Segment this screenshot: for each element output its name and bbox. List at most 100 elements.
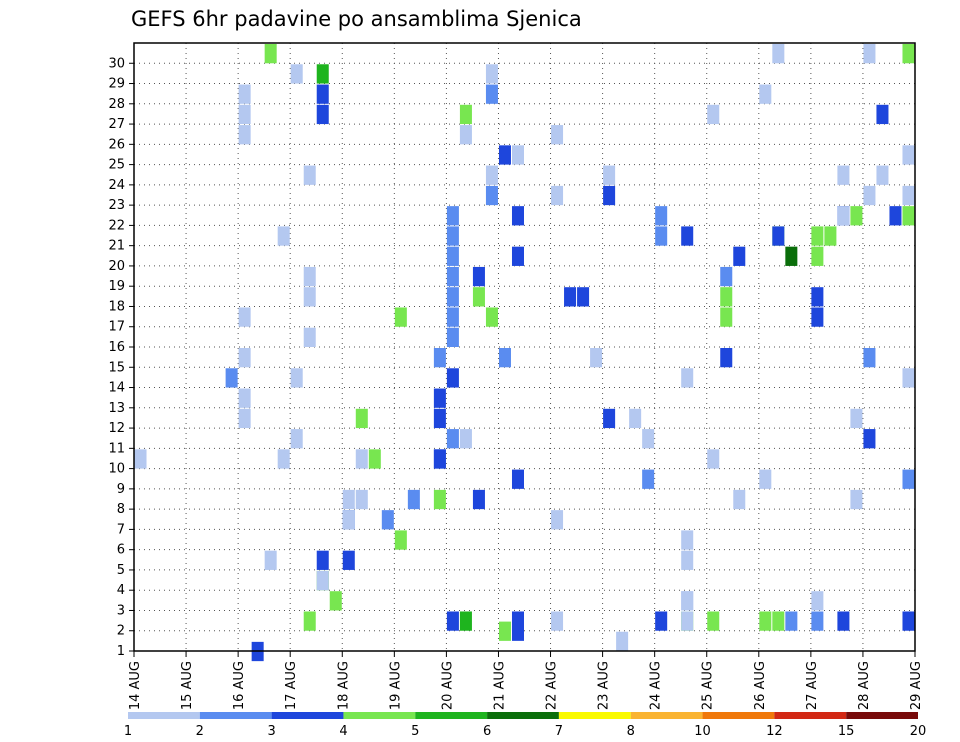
heatmap-cell (238, 125, 251, 145)
heatmap-cell (316, 64, 329, 84)
legend-label: 2 (196, 724, 204, 739)
heatmap-cell (850, 206, 863, 226)
legend-label: 6 (483, 724, 491, 739)
y-tick-label: 10 (108, 462, 125, 477)
y-tick-label: 17 (108, 320, 125, 335)
heatmap-cell (720, 307, 733, 327)
heatmap-cell (511, 611, 524, 631)
heatmap-cell (720, 266, 733, 287)
y-tick-label: 18 (108, 299, 125, 314)
heatmap-cell (720, 348, 733, 368)
legend-label: 10 (694, 724, 711, 739)
heatmap-cell (277, 449, 290, 469)
heatmap-cell (498, 145, 511, 165)
heatmap-cell (603, 408, 616, 429)
heatmap-cell (902, 44, 915, 64)
legend-swatch (558, 712, 631, 719)
x-tick-label: 28 AUG (857, 661, 872, 710)
heatmap-cell (837, 165, 850, 185)
grid (134, 43, 915, 651)
heatmap-cell (342, 550, 355, 570)
heatmap-cell (837, 611, 850, 631)
heatmap-cell (551, 125, 564, 145)
heatmap-cell (290, 64, 303, 84)
y-tick-label: 20 (108, 259, 125, 274)
y-tick-label: 26 (108, 137, 125, 152)
legend-swatch (846, 712, 918, 719)
heatmap-cell (772, 226, 785, 246)
heatmap-cell (355, 408, 368, 429)
heatmap-cell (303, 165, 316, 185)
y-axis: 1234567891011121314151617181920212223242… (108, 56, 134, 659)
heatmap-cell (811, 287, 824, 307)
heatmap-cell (446, 611, 459, 631)
heatmap-cell (629, 408, 642, 429)
heatmap-cell (459, 125, 472, 145)
legend-swatch (487, 712, 559, 719)
heatmap-cell (681, 530, 694, 550)
heatmap-cell (551, 185, 564, 206)
y-tick-label: 15 (108, 360, 125, 375)
heatmap-cell (876, 104, 889, 125)
heatmap-cell (290, 368, 303, 388)
legend-swatch (415, 712, 488, 719)
heatmap-cell (707, 104, 720, 125)
heatmap-cell (577, 287, 590, 307)
heatmap-cell (472, 266, 485, 287)
heatmap-cell (433, 449, 446, 469)
heatmap-cell (459, 429, 472, 449)
heatmap-cell (616, 631, 629, 651)
heatmap-cell (511, 145, 524, 165)
heatmap-cell (511, 246, 524, 266)
legend-label: 5 (411, 724, 419, 739)
legend-label: 15 (838, 724, 855, 739)
heatmap-cell (655, 611, 668, 631)
heatmap-cells (134, 44, 915, 662)
y-tick-label: 21 (108, 239, 125, 254)
heatmap-cell (707, 611, 720, 631)
heatmap-cell (238, 84, 251, 104)
legend-swatch (630, 712, 703, 719)
y-tick-label: 23 (108, 198, 125, 213)
legend-label: 12 (766, 724, 783, 739)
heatmap-cell (902, 206, 915, 226)
heatmap-cell (472, 489, 485, 510)
heatmap-cell (681, 226, 694, 246)
heatmap-cell (342, 510, 355, 530)
y-tick-label: 30 (108, 56, 125, 71)
y-tick-label: 29 (108, 77, 125, 92)
x-tick-label: 20 AUG (440, 661, 455, 710)
heatmap-cell (837, 206, 850, 226)
heatmap-cell (681, 550, 694, 570)
y-tick-label: 28 (108, 97, 125, 112)
y-tick-label: 1 (117, 644, 125, 659)
heatmap-cell (681, 591, 694, 611)
heatmap-cell (889, 206, 902, 226)
legend-swatch (271, 712, 344, 719)
heatmap-cell (264, 44, 277, 64)
heatmap-cell (485, 185, 498, 206)
legend-swatch (343, 712, 416, 719)
y-tick-label: 9 (117, 482, 125, 497)
heatmap-cell (433, 388, 446, 408)
heatmap-cell (355, 489, 368, 510)
heatmap-cell (759, 469, 772, 489)
heatmap-cell (394, 307, 407, 327)
heatmap-cell (603, 185, 616, 206)
heatmap-cell (446, 307, 459, 327)
heatmap-cell (355, 449, 368, 469)
y-tick-label: 7 (117, 522, 125, 537)
y-tick-label: 6 (117, 543, 125, 558)
legend-label: 1 (124, 724, 132, 739)
heatmap-cell (446, 246, 459, 266)
heatmap-cell (733, 246, 746, 266)
heatmap-cell (238, 104, 251, 125)
heatmap-cell (902, 611, 915, 631)
heatmap-cell (459, 611, 472, 631)
x-tick-label: 21 AUG (492, 661, 507, 710)
heatmap-cell (850, 489, 863, 510)
heatmap-cell (564, 287, 577, 307)
heatmap-cell (238, 348, 251, 368)
legend-label: 3 (267, 724, 275, 739)
x-tick-label: 19 AUG (388, 661, 403, 710)
